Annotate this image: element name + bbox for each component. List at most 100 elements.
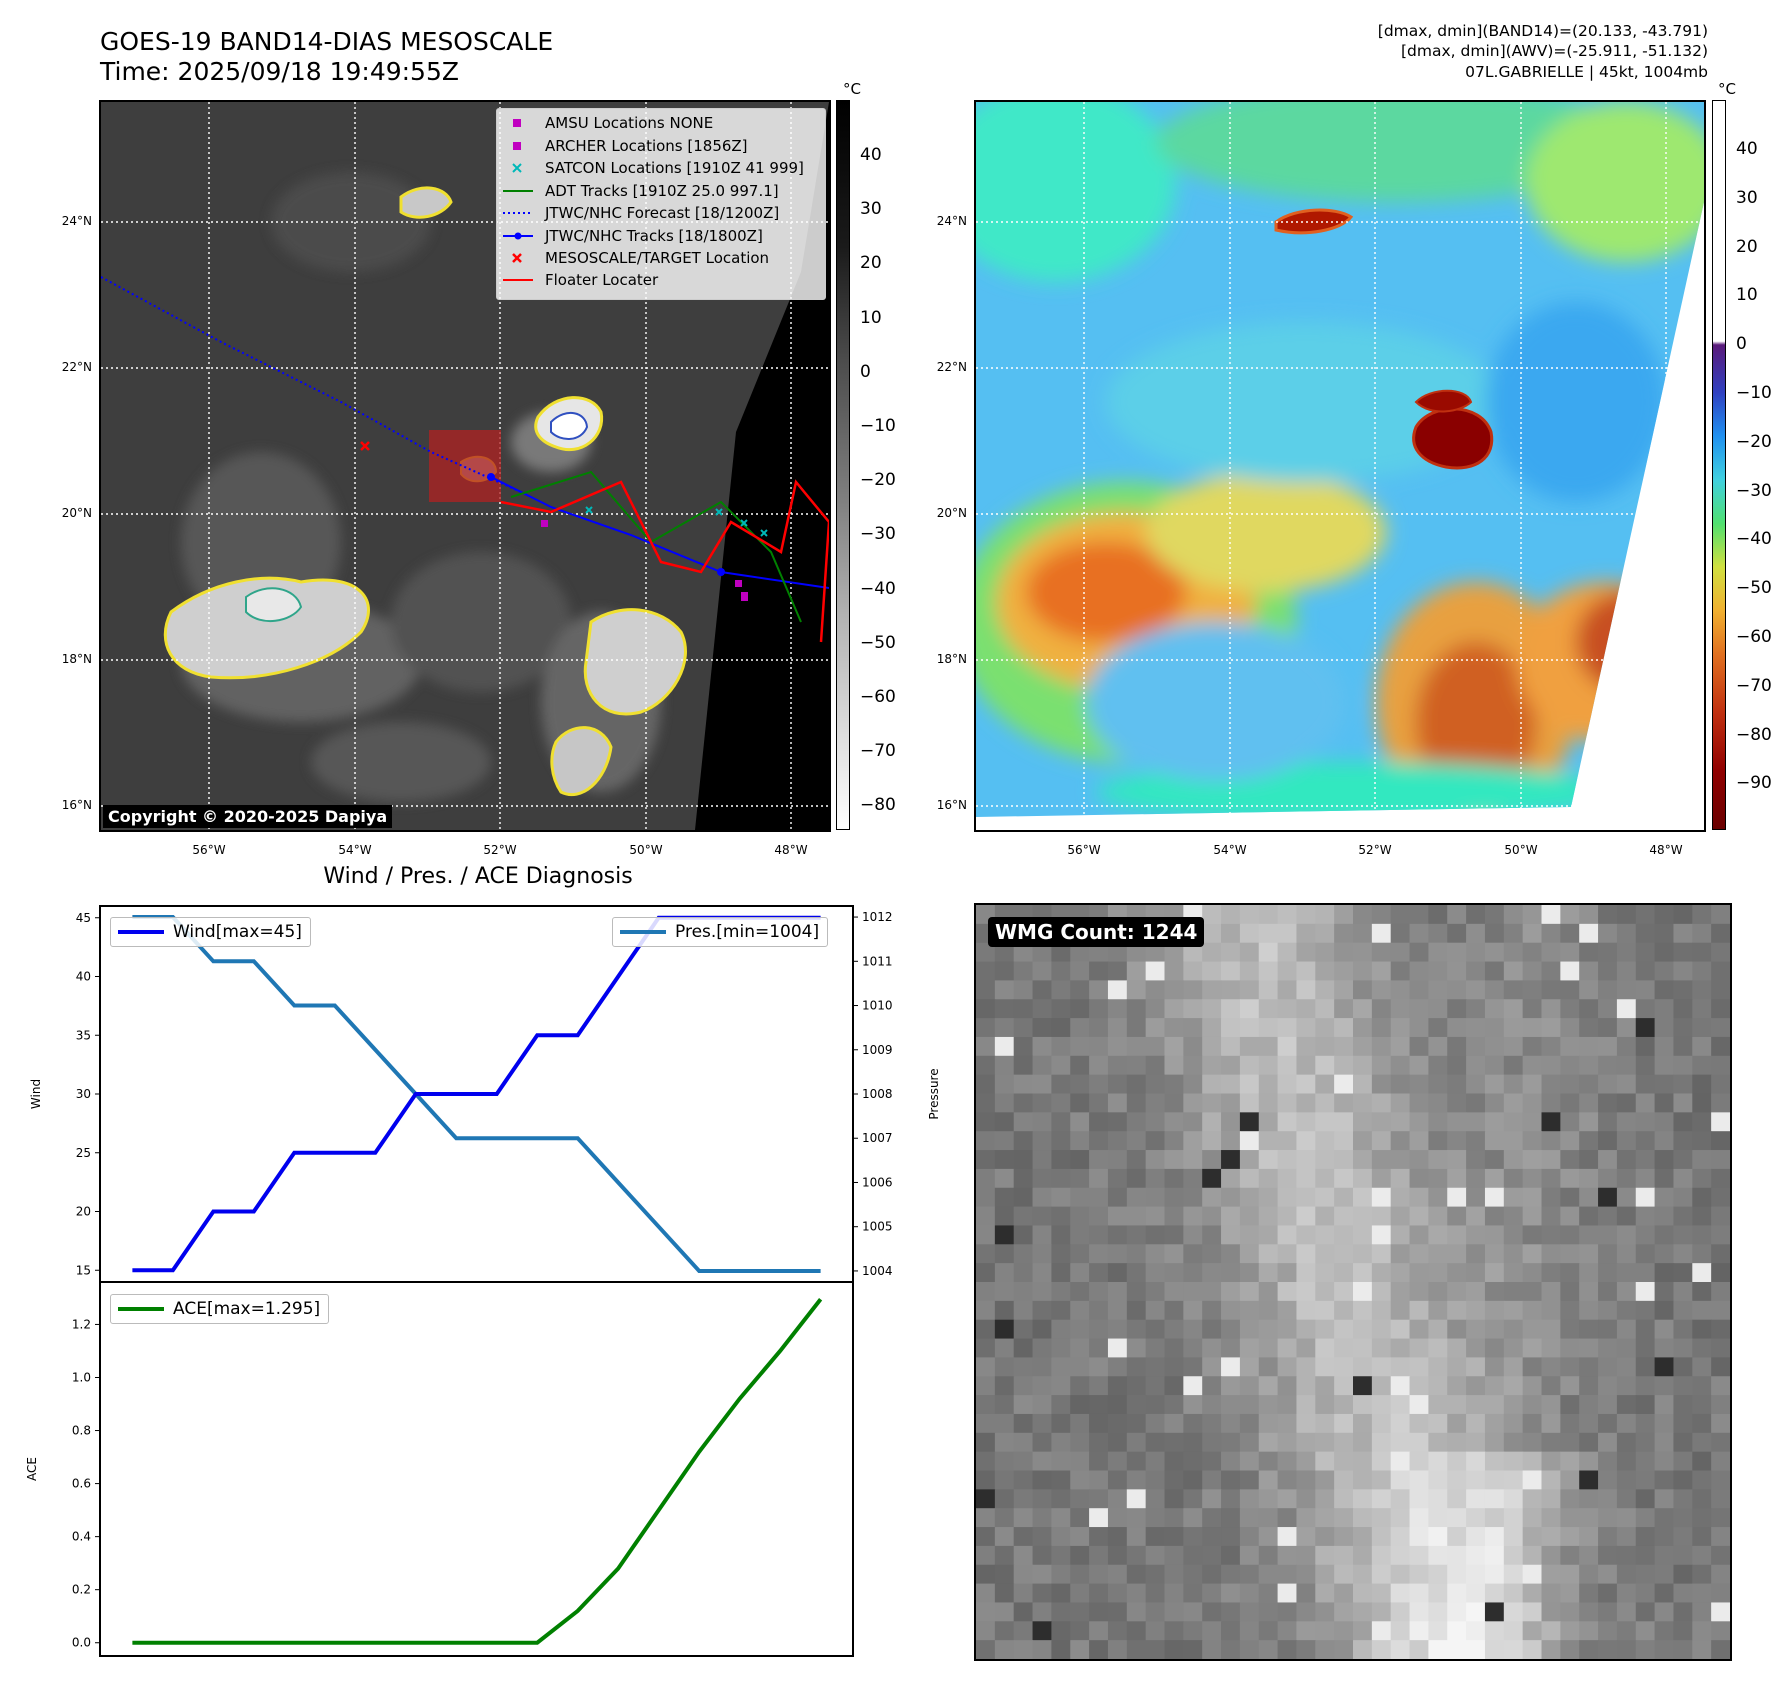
wmg-pixel bbox=[1164, 1150, 1184, 1170]
wmg-pixel bbox=[1089, 1187, 1109, 1208]
wmg-pixel bbox=[1145, 1187, 1166, 1208]
wmg-pixel bbox=[1447, 1451, 1467, 1472]
wmg-pixel bbox=[1390, 1168, 1411, 1189]
wmg-pixel bbox=[1334, 942, 1354, 963]
wmg-pixel bbox=[1353, 1376, 1373, 1396]
wmg-pixel bbox=[1239, 1470, 1260, 1490]
wmg-pixel bbox=[976, 1131, 996, 1151]
wmg-pixel bbox=[1466, 1527, 1486, 1547]
wmg-pixel bbox=[1183, 1093, 1203, 1113]
wmg-pixel bbox=[976, 1357, 996, 1377]
wmg-pixel bbox=[1484, 1338, 1505, 1358]
lat-label: 24°N bbox=[61, 214, 92, 228]
wmg-pixel bbox=[1635, 1074, 1656, 1095]
wmg-pixel bbox=[1221, 1168, 1241, 1189]
wmg-pixel bbox=[1013, 1093, 1034, 1113]
wmg-pixel bbox=[1239, 1319, 1260, 1340]
wmg-pixel bbox=[1579, 1621, 1599, 1641]
wmg-pixel bbox=[1390, 1583, 1411, 1604]
wmg-pixel bbox=[1145, 942, 1166, 963]
archer-legend-marker bbox=[513, 142, 521, 150]
wmg-pixel bbox=[1221, 1451, 1241, 1472]
pressure-tick-label: 1010 bbox=[862, 999, 893, 1013]
ace-legend-line bbox=[118, 1307, 164, 1311]
wmg-pixel bbox=[1522, 905, 1543, 925]
wmg-pixel bbox=[1484, 1583, 1505, 1604]
wmg-pixel bbox=[1315, 1451, 1335, 1472]
wmg-pixel bbox=[1277, 1187, 1298, 1208]
wmg-pixel bbox=[1145, 1093, 1166, 1113]
wmg-pixel bbox=[1277, 1300, 1298, 1321]
wmg-pixel bbox=[1616, 1055, 1637, 1076]
wmg-pixel bbox=[1466, 1263, 1486, 1283]
wmg-pixel bbox=[1334, 1432, 1354, 1453]
wmg-pixel bbox=[1089, 1470, 1109, 1490]
ace-tick-label: 0.2 bbox=[72, 1583, 91, 1597]
wmg-pixel bbox=[1673, 1545, 1693, 1566]
wmg-pixel bbox=[1635, 1527, 1656, 1547]
wmg-pixel bbox=[1390, 1187, 1411, 1208]
wmg-pixel bbox=[1409, 1357, 1429, 1377]
wmg-pixel bbox=[1032, 1527, 1052, 1547]
wmg-pixel bbox=[1616, 961, 1637, 981]
wmg-pixel bbox=[1503, 1168, 1524, 1189]
wmg-pixel bbox=[1371, 1489, 1392, 1509]
wmg-pixel bbox=[1503, 1244, 1524, 1264]
wmg-pixel bbox=[1315, 1225, 1335, 1245]
wmg-pixel bbox=[1334, 1187, 1354, 1208]
wmg-pixel bbox=[1579, 1187, 1599, 1208]
wmg-pixel bbox=[1390, 1395, 1411, 1415]
wmg-pixel bbox=[1013, 1074, 1034, 1095]
colorbar-tick-label: −10 bbox=[1736, 383, 1772, 403]
wmg-pixel bbox=[1277, 1036, 1298, 1057]
wmg-pixel bbox=[1296, 961, 1316, 981]
wmg-pixel bbox=[1032, 1244, 1052, 1264]
wmg-pixel bbox=[1221, 1508, 1241, 1528]
wmg-pixel bbox=[1277, 1131, 1298, 1151]
wmg-pixel bbox=[1541, 1640, 1561, 1659]
wmg-pixel bbox=[1484, 1018, 1505, 1038]
wmg-pixel bbox=[1107, 1131, 1128, 1151]
wmg-pixel bbox=[1145, 1055, 1166, 1076]
wmg-pixel bbox=[1258, 1187, 1279, 1208]
wmg-pixel bbox=[1447, 1187, 1467, 1208]
wmg-pixel bbox=[1503, 1413, 1524, 1434]
wmg-pixel bbox=[1409, 1074, 1429, 1095]
wmg-pixel bbox=[1089, 1432, 1109, 1453]
wmg-pixel bbox=[1692, 923, 1712, 944]
wmg-pixel bbox=[1051, 942, 1071, 963]
wmg-pixel bbox=[1711, 1055, 1730, 1076]
wmg-pixel bbox=[994, 1244, 1015, 1264]
wmg-pixel bbox=[1315, 999, 1335, 1019]
wmg-pixel bbox=[1371, 1338, 1392, 1358]
wmg-pixel bbox=[1654, 1282, 1675, 1302]
wmg-pixel bbox=[1692, 961, 1712, 981]
wmg-pixel bbox=[1390, 1036, 1411, 1057]
wmg-pixel bbox=[1051, 980, 1071, 1000]
wmg-pixel bbox=[1239, 1489, 1260, 1509]
wmg-pixel bbox=[1126, 1225, 1147, 1245]
wmg-pixel bbox=[1353, 1263, 1373, 1283]
wmg-pixel bbox=[1598, 1074, 1618, 1095]
wmg-pixel bbox=[1579, 1282, 1599, 1302]
wmg-pixel bbox=[994, 999, 1015, 1019]
wmg-pixel bbox=[1654, 1338, 1675, 1358]
wmg-pixel bbox=[1258, 1263, 1279, 1283]
wmg-pixel bbox=[1428, 1187, 1448, 1208]
wmg-pixel bbox=[1164, 1112, 1184, 1132]
wmg-pixel bbox=[1484, 1187, 1505, 1208]
wmg-pixel bbox=[1296, 1508, 1316, 1528]
wmg-pixel bbox=[1654, 942, 1675, 963]
wmg-pixel bbox=[1579, 1150, 1599, 1170]
wmg-pixel bbox=[1239, 923, 1260, 944]
wmg-pixel bbox=[1692, 1244, 1712, 1264]
wmg-pixel bbox=[1070, 1470, 1090, 1490]
wmg-pixel bbox=[1635, 1150, 1656, 1170]
wmg-pixel bbox=[1032, 1206, 1052, 1227]
wmg-pixel bbox=[1164, 1093, 1184, 1113]
wmg-pixel bbox=[1032, 1055, 1052, 1076]
wmg-pixel bbox=[1277, 1640, 1298, 1659]
wmg-pixel bbox=[994, 1112, 1015, 1132]
wmg-pixel bbox=[1371, 1508, 1392, 1528]
wmg-pixel bbox=[1202, 1206, 1222, 1227]
